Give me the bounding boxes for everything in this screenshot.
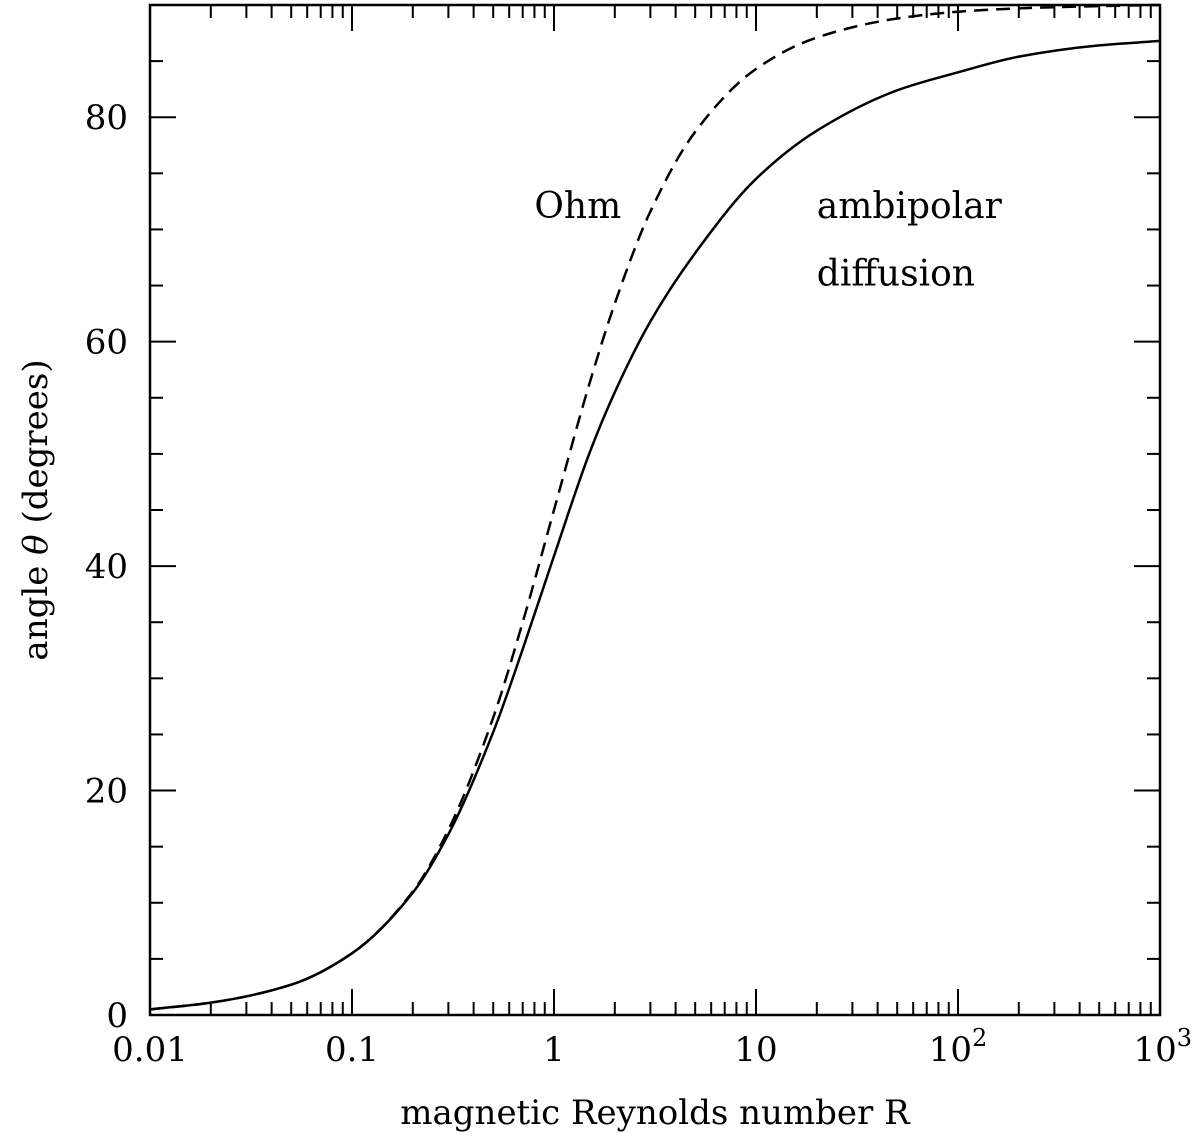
- x-tick-label-base: 10: [929, 1030, 972, 1070]
- x-tick-label: 0.1: [325, 1030, 379, 1070]
- x-tick-label-exponent: 2: [972, 1024, 987, 1052]
- y-tick-label: 80: [85, 98, 128, 138]
- x-axis-label: magnetic Reynolds number R: [400, 1093, 911, 1133]
- series-group: [149, 3, 1161, 1011]
- x-tick-label-base: 0.01: [112, 1030, 188, 1070]
- x-tick-label-base: 1: [543, 1030, 565, 1070]
- annotation-label: Ohm: [534, 186, 621, 227]
- y-tick-label: 20: [85, 772, 128, 812]
- annotation-label: diffusion: [817, 254, 975, 295]
- series-line-solid: [149, 39, 1161, 1011]
- axis-ticks: [150, 5, 1160, 1015]
- y-axis-label: angle θ (degrees): [16, 359, 56, 660]
- x-tick-label: 102: [929, 1024, 988, 1070]
- x-tick-label-base: 10: [1133, 1030, 1176, 1070]
- y-tick-label: 60: [85, 323, 128, 363]
- x-tick-label-base: 10: [734, 1030, 777, 1070]
- x-tick-label-base: 0.1: [325, 1030, 379, 1070]
- plot-frame: [148, 3, 1162, 1017]
- series-line-dashed: [149, 3, 1161, 1011]
- x-tick-label: 103: [1133, 1024, 1192, 1070]
- annotations: Ohm ambipolar diffusion: [534, 186, 1002, 294]
- x-tick-label: 1: [543, 1030, 565, 1070]
- y-axis-label-suffix: (degrees): [16, 359, 56, 534]
- y-tick-label: 40: [85, 547, 128, 587]
- x-tick-label: 10: [734, 1030, 777, 1070]
- y-tick-label: 0: [106, 996, 128, 1036]
- x-tick-label: 0.01: [112, 1030, 188, 1070]
- annotation-label: ambipolar: [817, 186, 1003, 227]
- y-axis-label-symbol: θ: [16, 534, 56, 554]
- x-tick-label-exponent: 3: [1177, 1024, 1192, 1052]
- y-axis-label-prefix: angle: [16, 555, 56, 661]
